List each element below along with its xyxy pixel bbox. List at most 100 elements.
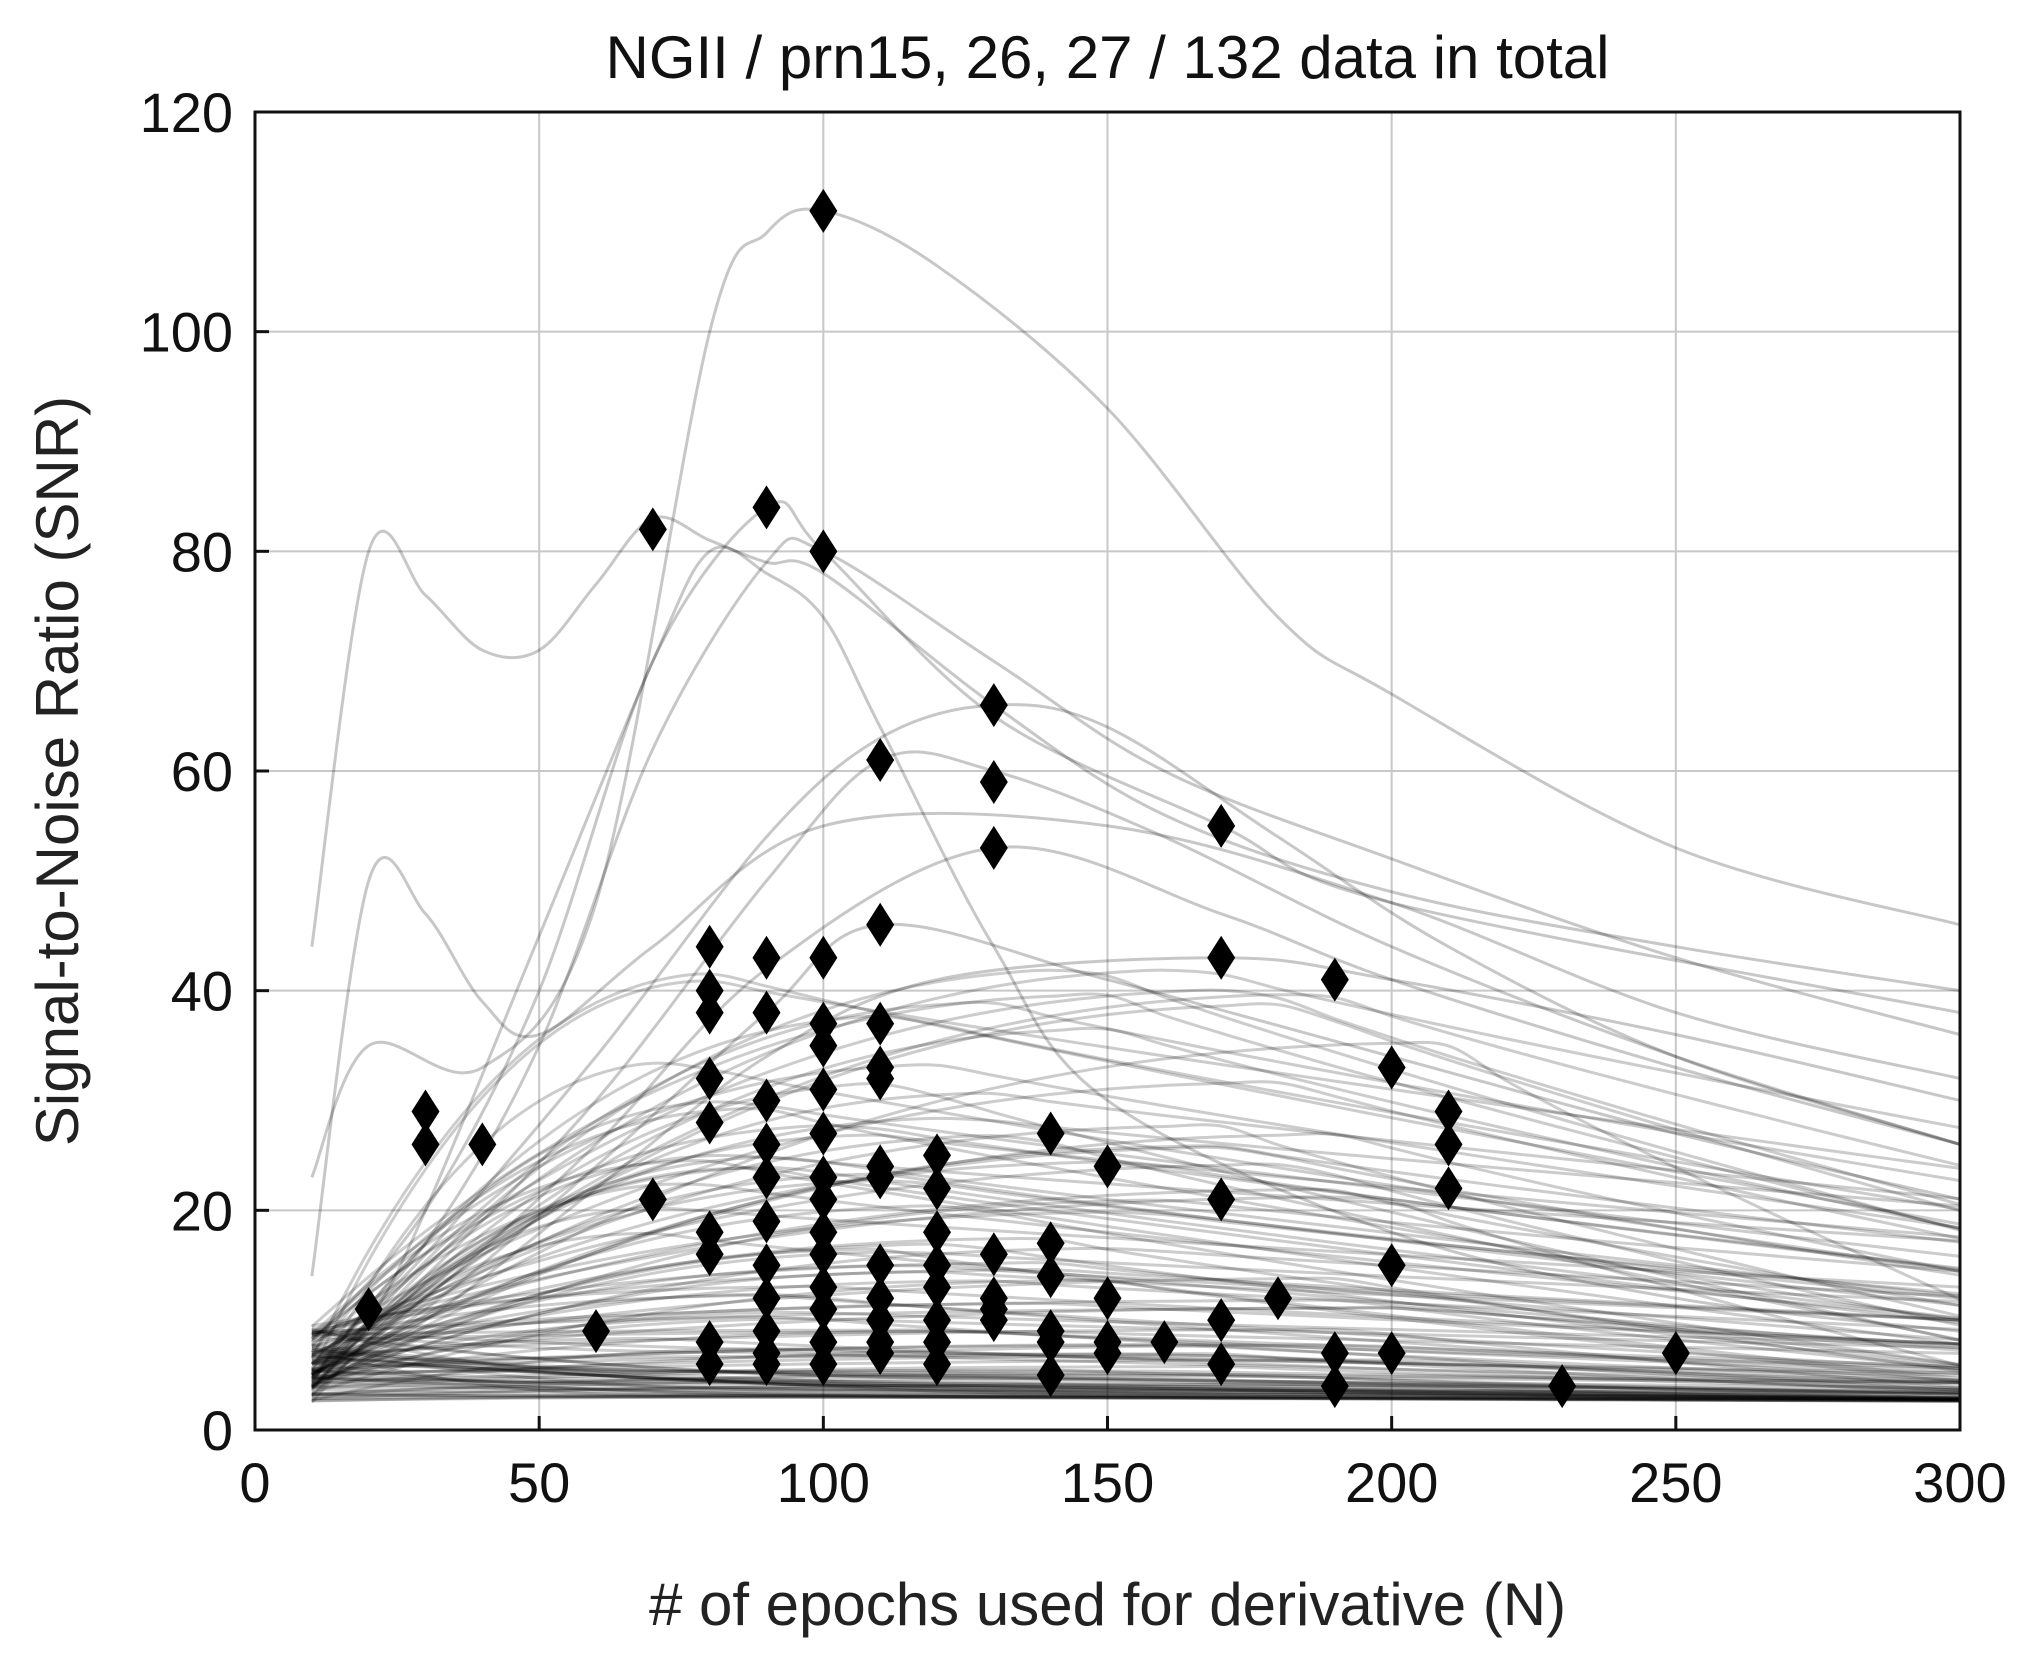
series-line <box>311 1350 1961 1396</box>
series-line <box>310 1134 1961 1385</box>
series-line <box>311 1358 1961 1399</box>
y-tick-label: 100 <box>140 301 233 364</box>
peak-marker <box>752 1122 781 1167</box>
peak-marker <box>752 1243 781 1288</box>
series-line <box>311 1395 1961 1403</box>
peak-marker <box>809 1232 838 1277</box>
peak-marker <box>809 188 838 233</box>
peak-marker <box>695 1232 724 1277</box>
series-line <box>311 1376 1961 1396</box>
peak-marker <box>1093 1144 1122 1189</box>
series-line <box>311 1391 1961 1403</box>
series-line <box>311 1348 1961 1402</box>
peak-marker <box>752 1155 781 1200</box>
peak-marker <box>923 1133 951 1178</box>
series-line <box>311 1371 1961 1397</box>
series-line <box>311 1327 1961 1401</box>
series-line <box>311 1333 1961 1389</box>
series-line <box>311 1348 1961 1394</box>
peak-marker <box>1320 1364 1349 1409</box>
series-line <box>311 1361 1961 1402</box>
peak-marker <box>866 738 895 783</box>
x-tick-label: 100 <box>777 1451 870 1514</box>
series-line <box>311 1369 1961 1392</box>
peak-marker <box>1320 1331 1349 1376</box>
peak-marker <box>695 1100 724 1145</box>
peak-marker <box>1377 1243 1406 1288</box>
peak-marker <box>752 990 781 1035</box>
series-line <box>310 1182 1961 1391</box>
series-line <box>311 1242 1961 1375</box>
y-tick-label: 40 <box>171 960 233 1023</box>
series-line <box>311 1330 1961 1399</box>
peak-marker <box>354 1287 383 1332</box>
series-line <box>311 922 1961 1377</box>
series-line <box>311 1236 1961 1367</box>
peak-marker <box>1036 1221 1065 1266</box>
series-line <box>311 1198 1961 1388</box>
peak-marker <box>752 1276 781 1321</box>
series-line <box>311 1162 1961 1337</box>
series-line <box>311 1144 1961 1389</box>
series-line <box>310 536 1961 1366</box>
grid <box>255 112 1960 1430</box>
series-line <box>310 993 1961 1380</box>
peak-marker <box>979 825 1008 870</box>
peak-marker <box>752 1342 781 1387</box>
series-line <box>311 1343 1961 1402</box>
series-line <box>311 1364 1961 1392</box>
series-line <box>311 1270 1961 1386</box>
series-line <box>310 979 1961 1373</box>
peak-marker <box>866 902 895 947</box>
series-line <box>311 1384 1961 1401</box>
series-line <box>310 1000 1961 1390</box>
peak-marker <box>1207 1177 1236 1222</box>
series-line <box>310 1061 1961 1387</box>
peak-marker <box>923 1210 951 1255</box>
series-line <box>310 1116 1961 1375</box>
series-line <box>310 1166 1961 1389</box>
peak-marker <box>1207 1342 1236 1387</box>
y-axis-label: Signal-to-Noise Ratio (SNR) <box>24 396 91 1146</box>
series-line <box>310 1159 1961 1346</box>
series-line <box>311 1268 1961 1333</box>
series-line <box>311 1210 1961 1336</box>
peak-marker <box>923 1342 951 1387</box>
series-line <box>310 968 1961 1392</box>
series-line <box>310 1206 1961 1380</box>
peak-markers <box>354 188 1690 1409</box>
series-line <box>311 1187 1961 1349</box>
series-line <box>310 1172 1961 1377</box>
series-line <box>310 515 1961 993</box>
series-line <box>311 1379 1961 1401</box>
peak-marker <box>1093 1331 1122 1376</box>
series-line <box>311 1080 1961 1346</box>
peak-marker <box>1093 1276 1122 1321</box>
peak-marker <box>809 1023 838 1068</box>
peak-marker <box>1377 1045 1406 1090</box>
peak-marker <box>866 1331 895 1376</box>
peak-marker <box>866 1243 895 1288</box>
peak-marker <box>1036 1353 1065 1398</box>
series-line <box>310 992 1961 1328</box>
series-line <box>311 1261 1961 1342</box>
peak-marker <box>1264 1276 1292 1321</box>
series-line <box>311 1246 1961 1384</box>
series-line <box>310 750 1961 1377</box>
x-tick-label: 150 <box>1061 1451 1154 1514</box>
series-line <box>311 1387 1961 1403</box>
series-line <box>311 1285 1961 1346</box>
series-line <box>311 1347 1961 1402</box>
y-tick-label: 80 <box>171 520 233 583</box>
series-line <box>311 1160 1961 1357</box>
x-tick-label: 200 <box>1345 1451 1438 1514</box>
y-tick-label: 0 <box>202 1399 233 1462</box>
peak-marker <box>1661 1331 1690 1376</box>
peak-marker <box>866 1056 895 1101</box>
peak-marker <box>866 1155 895 1200</box>
series-line <box>311 1373 1961 1399</box>
series-line <box>311 1369 1961 1385</box>
series-line <box>310 968 1961 1370</box>
peak-marker <box>979 759 1008 804</box>
series-line <box>311 1385 1961 1402</box>
